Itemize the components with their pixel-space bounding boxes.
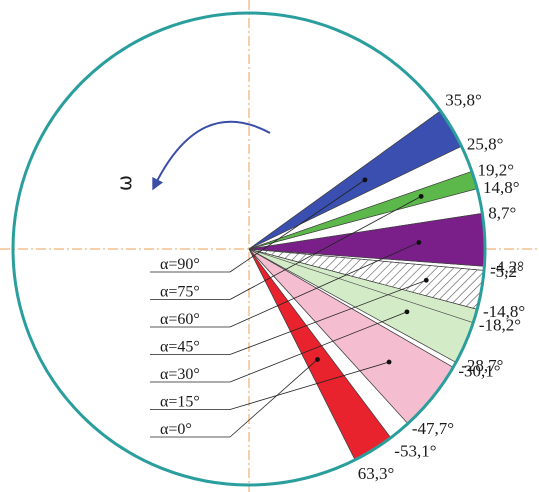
alpha-leader-1 bbox=[229, 179, 366, 273]
alpha-label-1: α=90° bbox=[160, 256, 200, 273]
edge-label-2: 25,8° bbox=[467, 135, 504, 154]
alpha-label-4: α=45° bbox=[160, 339, 200, 356]
alpha-leader-5 bbox=[229, 311, 408, 383]
alpha-target-dot-6 bbox=[386, 359, 392, 365]
edge-label-14: 63,3° bbox=[358, 464, 395, 483]
edge-line-3 bbox=[248, 171, 472, 250]
edge-line-7 bbox=[248, 248, 485, 271]
sector-dividers bbox=[248, 110, 485, 460]
edge-line-10 bbox=[248, 248, 457, 363]
edge-line-11 bbox=[248, 248, 454, 368]
edge-label-1: 35,8° bbox=[445, 90, 482, 109]
alpha-label-5: α=30° bbox=[160, 366, 200, 383]
edge-line-4 bbox=[248, 188, 478, 250]
edge-label-5: 8,7° bbox=[488, 203, 516, 222]
edge-line-14 bbox=[248, 248, 356, 460]
edge-label-4: 14,8° bbox=[483, 178, 520, 197]
edge-line-9 bbox=[248, 248, 474, 323]
edge-label-6: -4,2° bbox=[490, 258, 524, 277]
edge-label-13: -53,1° bbox=[394, 442, 436, 461]
alpha-target-dot-4 bbox=[423, 277, 429, 283]
edge-labels: 35,8° 25,8° 19,2°14,8° 8,7° -4,2°-5,2° -14,8°… bbox=[358, 90, 525, 483]
leader-lines bbox=[150, 177, 429, 438]
edge-label-12: -47,7° bbox=[412, 419, 454, 438]
alpha-labels: α=90° α=75° α=60° α=45° α=30° α=15° α=0° bbox=[160, 256, 200, 438]
edge-line-2 bbox=[248, 146, 462, 250]
alpha-leader-6 bbox=[229, 361, 390, 410]
alpha-target-dot-2 bbox=[418, 193, 424, 199]
edge-label-7: -5,2° bbox=[490, 262, 524, 281]
edge-line-6 bbox=[248, 248, 485, 267]
edge-line-12 bbox=[248, 248, 409, 424]
alpha-leader-4 bbox=[229, 279, 427, 355]
alpha-label-6: α=15° bbox=[160, 394, 200, 411]
alpha-label-7: α=0° bbox=[160, 421, 192, 438]
alpha-leader-3 bbox=[229, 242, 420, 328]
edge-label-8: -14,8° bbox=[483, 302, 525, 321]
edge-label-10: -28,7° bbox=[461, 356, 503, 375]
sectors bbox=[248, 110, 486, 461]
edge-line-1 bbox=[248, 110, 441, 250]
edge-label-9: -18,2° bbox=[479, 316, 521, 335]
alpha-target-dot-5 bbox=[404, 309, 410, 315]
omega-label: ω bbox=[114, 175, 136, 191]
edge-line-13 bbox=[248, 248, 391, 438]
alpha-label-3: α=60° bbox=[160, 311, 200, 328]
alpha-leader-2 bbox=[229, 196, 422, 300]
edge-label-3: 19,2° bbox=[478, 160, 515, 179]
edge-line-5 bbox=[248, 213, 483, 250]
outer-circle bbox=[11, 11, 487, 487]
alpha-leader-7 bbox=[229, 359, 318, 438]
alpha-label-2: α=75° bbox=[160, 284, 200, 301]
edge-label-11: -30,1° bbox=[458, 361, 500, 380]
rotation-arrow bbox=[152, 120, 271, 191]
edge-line-8 bbox=[248, 248, 478, 310]
alpha-target-dot-1 bbox=[362, 177, 368, 183]
alpha-target-dot-7 bbox=[315, 357, 320, 362]
alpha-target-dot-3 bbox=[416, 240, 422, 245]
